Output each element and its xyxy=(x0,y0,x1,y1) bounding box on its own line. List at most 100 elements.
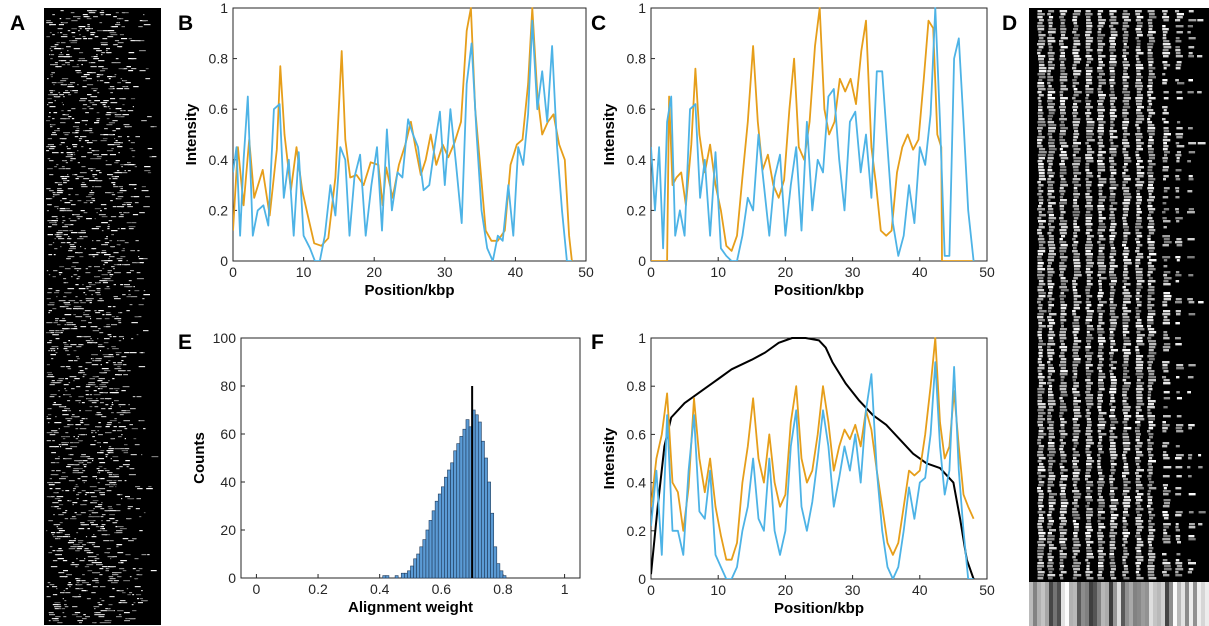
kymograph-a-streak xyxy=(129,148,134,150)
kymograph-d-band xyxy=(1198,301,1204,304)
kymograph-d-band xyxy=(1085,43,1091,46)
kymograph-d-band xyxy=(1038,292,1046,295)
kymograph-a-streak xyxy=(75,400,81,402)
kymograph-a-streak xyxy=(112,522,118,524)
kymograph-a-streak xyxy=(106,480,113,482)
kymograph-d-band xyxy=(1048,163,1053,166)
kymograph-d-band xyxy=(1048,559,1053,562)
kymograph-d-band xyxy=(1148,178,1156,181)
kymograph-d-band xyxy=(1122,475,1126,478)
kymograph-d-band xyxy=(1188,427,1192,430)
kymograph-d-band xyxy=(1123,406,1131,409)
kymograph-d-band xyxy=(1048,373,1053,376)
kymograph-a-streak xyxy=(48,148,55,150)
kymograph-a-streak xyxy=(102,354,109,356)
kymograph-d-consensus-stripe xyxy=(1117,582,1121,626)
kymograph-a-streak xyxy=(114,572,122,574)
kymograph-a-streak xyxy=(114,532,118,534)
kymograph-a-streak xyxy=(108,448,112,450)
kymograph-a-streak xyxy=(48,226,52,228)
kymograph-d-band xyxy=(1047,106,1054,109)
kymograph-a-streak xyxy=(105,114,111,116)
kymograph-a-streak xyxy=(64,394,71,396)
kymograph-a-streak xyxy=(46,146,50,148)
kymograph-a-streak xyxy=(63,426,70,428)
kymograph-d-band xyxy=(1188,175,1193,178)
kymograph-d-band xyxy=(1163,535,1171,538)
kymograph-a-streak xyxy=(72,606,78,608)
kymograph-d-band xyxy=(1097,577,1104,580)
kymograph-a-streak xyxy=(83,614,86,616)
kymograph-d-band xyxy=(1072,331,1079,334)
kymograph-d-band xyxy=(1048,286,1054,289)
kymograph-d-band xyxy=(1148,70,1153,73)
kymograph-a-streak xyxy=(102,392,107,394)
kymograph-a-streak xyxy=(89,180,96,182)
kymograph-a-streak xyxy=(107,472,113,474)
kymograph-d-consensus-stripe xyxy=(1093,582,1097,626)
kymograph-a-streak xyxy=(85,272,91,274)
kymograph-d-band xyxy=(1073,475,1079,478)
kymograph-image-a xyxy=(44,8,161,625)
kymograph-a-streak xyxy=(46,586,49,588)
kymograph-d-band xyxy=(1109,553,1115,556)
kymograph-d-band xyxy=(1109,82,1116,85)
kymograph-d-band xyxy=(1123,565,1128,568)
kymograph-d-band xyxy=(1073,397,1077,400)
kymograph-d-band xyxy=(1162,322,1170,325)
kymograph-d-band xyxy=(1097,88,1102,91)
kymograph-d-band xyxy=(1085,85,1090,88)
kymograph-a-streak xyxy=(63,182,67,184)
kymograph-a-streak xyxy=(51,470,55,472)
kymograph-a-streak xyxy=(81,580,86,582)
kymograph-d-band xyxy=(1188,127,1193,130)
kymograph-d-band xyxy=(1038,373,1043,376)
kymograph-d-band xyxy=(1047,19,1053,22)
kymograph-d-consensus-stripe xyxy=(1073,582,1077,626)
kymograph-d-band xyxy=(1048,394,1054,397)
kymograph-d-band xyxy=(1073,208,1080,211)
kymograph-a-streak xyxy=(46,198,51,200)
kymograph-d-band xyxy=(1047,73,1051,76)
kymograph-a-streak xyxy=(54,608,59,610)
kymograph-d-band xyxy=(1175,310,1181,313)
kymograph-a-streak xyxy=(80,136,87,138)
kymograph-a-streak xyxy=(121,450,126,452)
kymograph-a-streak xyxy=(107,422,112,424)
kymograph-a-streak xyxy=(67,368,72,370)
kymograph-d-band xyxy=(1047,487,1051,490)
kymograph-a-streak xyxy=(118,152,120,154)
kymograph-d-band xyxy=(1073,187,1078,190)
intensity-plot-c: 0 10 20 30 40 5000.20.40.60.81Position/kbpInt… xyxy=(601,0,995,299)
kymograph-a-streak xyxy=(101,252,107,254)
kymograph-d-band xyxy=(1163,274,1168,277)
kymograph-d-band xyxy=(1047,556,1054,559)
kymograph-d-band xyxy=(1048,67,1055,70)
kymograph-d-band xyxy=(1097,154,1103,157)
kymograph-d-band xyxy=(1175,64,1182,67)
kymograph-a-streak xyxy=(47,582,51,584)
kymograph-d-band xyxy=(1122,82,1129,85)
kymograph-a-streak xyxy=(61,166,65,168)
kymograph-d-band xyxy=(1060,307,1067,310)
kymograph-a-streak xyxy=(74,460,80,462)
kymograph-a-streak xyxy=(90,34,95,36)
kymograph-a-streak xyxy=(109,482,112,484)
kymograph-a-streak xyxy=(58,92,61,94)
kymograph-d-band xyxy=(1059,79,1068,82)
kymograph-d-band xyxy=(1098,64,1105,67)
kymograph-d-band xyxy=(1085,346,1092,349)
kymograph-d-band xyxy=(1109,256,1114,259)
kymograph-a-streak xyxy=(96,54,98,56)
kymograph-a-streak xyxy=(112,378,115,380)
kymograph-a-streak xyxy=(92,512,99,514)
kymograph-d-band xyxy=(1048,46,1053,49)
kymograph-a-streak xyxy=(131,58,137,60)
kymograph-d-band xyxy=(1060,184,1068,187)
kymograph-d-band xyxy=(1109,166,1114,169)
kymograph-d-band xyxy=(1148,193,1152,196)
kymograph-d-band xyxy=(1038,184,1044,187)
kymograph-a-streak xyxy=(77,472,84,474)
kymograph-d-band xyxy=(1136,115,1144,118)
kymograph-a-streak xyxy=(58,54,64,56)
